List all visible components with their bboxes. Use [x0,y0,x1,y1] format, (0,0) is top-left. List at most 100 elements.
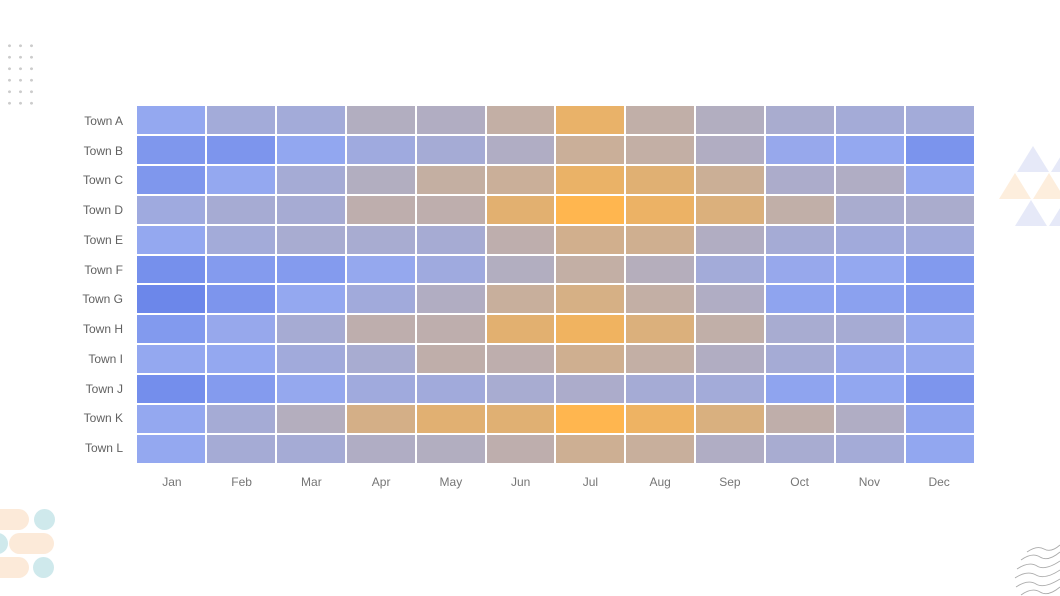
heatmap-cell[interactable] [346,435,415,463]
heatmap-cell[interactable] [766,285,835,314]
heatmap-cell[interactable] [486,195,555,224]
heatmap-cell[interactable] [696,225,765,254]
heatmap-cell[interactable] [206,195,275,224]
heatmap-cell[interactable] [276,315,345,344]
heatmap-cell[interactable] [206,106,275,134]
heatmap-cell[interactable] [276,225,345,254]
heatmap-cell[interactable] [416,345,485,374]
heatmap-cell[interactable] [766,435,835,463]
heatmap-cell[interactable] [276,435,345,463]
heatmap-cell[interactable] [556,375,625,404]
heatmap-cell[interactable] [626,195,695,224]
heatmap-cell[interactable] [906,405,974,434]
heatmap-cell[interactable] [626,405,695,434]
heatmap-cell[interactable] [696,345,765,374]
heatmap-cell[interactable] [556,315,625,344]
heatmap-cell[interactable] [906,315,974,344]
heatmap-cell[interactable] [696,435,765,463]
heatmap-cell[interactable] [346,315,415,344]
heatmap-cell[interactable] [696,315,765,344]
heatmap-cell[interactable] [416,225,485,254]
heatmap-cell[interactable] [137,315,205,344]
heatmap-cell[interactable] [206,165,275,194]
heatmap-cell[interactable] [416,405,485,434]
heatmap-cell[interactable] [206,135,275,164]
heatmap-cell[interactable] [416,106,485,134]
heatmap-cell[interactable] [276,135,345,164]
heatmap-cell[interactable] [766,106,835,134]
heatmap-cell[interactable] [556,405,625,434]
heatmap-cell[interactable] [137,375,205,404]
heatmap-cell[interactable] [836,135,905,164]
heatmap-cell[interactable] [836,255,905,284]
heatmap-cell[interactable] [346,375,415,404]
heatmap-cell[interactable] [906,225,974,254]
heatmap-cell[interactable] [206,405,275,434]
heatmap-cell[interactable] [206,285,275,314]
heatmap-cell[interactable] [836,405,905,434]
heatmap-cell[interactable] [206,345,275,374]
heatmap-cell[interactable] [346,255,415,284]
heatmap-cell[interactable] [696,285,765,314]
heatmap-cell[interactable] [766,255,835,284]
heatmap-cell[interactable] [626,225,695,254]
heatmap-cell[interactable] [696,375,765,404]
heatmap-cell[interactable] [276,255,345,284]
heatmap-cell[interactable] [626,165,695,194]
heatmap-cell[interactable] [906,165,974,194]
heatmap-cell[interactable] [276,405,345,434]
heatmap-cell[interactable] [556,255,625,284]
heatmap-cell[interactable] [486,405,555,434]
heatmap-cell[interactable] [346,135,415,164]
heatmap-cell[interactable] [836,195,905,224]
heatmap-cell[interactable] [416,165,485,194]
heatmap-cell[interactable] [766,375,835,404]
heatmap-cell[interactable] [276,345,345,374]
heatmap-cell[interactable] [766,225,835,254]
heatmap-cell[interactable] [556,435,625,463]
heatmap-cell[interactable] [416,375,485,404]
heatmap-cell[interactable] [696,405,765,434]
heatmap-cell[interactable] [696,255,765,284]
heatmap-cell[interactable] [486,255,555,284]
heatmap-cell[interactable] [906,106,974,134]
heatmap-cell[interactable] [556,106,625,134]
heatmap-cell[interactable] [766,135,835,164]
heatmap-cell[interactable] [626,375,695,404]
heatmap-cell[interactable] [906,255,974,284]
heatmap-cell[interactable] [556,135,625,164]
heatmap-cell[interactable] [906,375,974,404]
heatmap-cell[interactable] [346,106,415,134]
heatmap-cell[interactable] [556,285,625,314]
heatmap-cell[interactable] [836,375,905,404]
heatmap-cell[interactable] [137,195,205,224]
heatmap-cell[interactable] [137,135,205,164]
heatmap-cell[interactable] [906,435,974,463]
heatmap-cell[interactable] [836,225,905,254]
heatmap-cell[interactable] [486,165,555,194]
heatmap-cell[interactable] [346,345,415,374]
heatmap-cell[interactable] [416,195,485,224]
heatmap-cell[interactable] [766,315,835,344]
heatmap-cell[interactable] [486,135,555,164]
heatmap-cell[interactable] [137,106,205,134]
heatmap-cell[interactable] [626,255,695,284]
heatmap-cell[interactable] [416,315,485,344]
heatmap-cell[interactable] [206,255,275,284]
heatmap-cell[interactable] [556,345,625,374]
heatmap-cell[interactable] [206,225,275,254]
heatmap-cell[interactable] [766,165,835,194]
heatmap-cell[interactable] [486,435,555,463]
heatmap-cell[interactable] [137,255,205,284]
heatmap-cell[interactable] [836,315,905,344]
heatmap-cell[interactable] [836,435,905,463]
heatmap-cell[interactable] [766,345,835,374]
heatmap-cell[interactable] [486,285,555,314]
heatmap-cell[interactable] [416,435,485,463]
heatmap-cell[interactable] [906,285,974,314]
heatmap-cell[interactable] [137,165,205,194]
heatmap-cell[interactable] [276,375,345,404]
heatmap-cell[interactable] [696,106,765,134]
heatmap-cell[interactable] [206,375,275,404]
heatmap-cell[interactable] [626,345,695,374]
